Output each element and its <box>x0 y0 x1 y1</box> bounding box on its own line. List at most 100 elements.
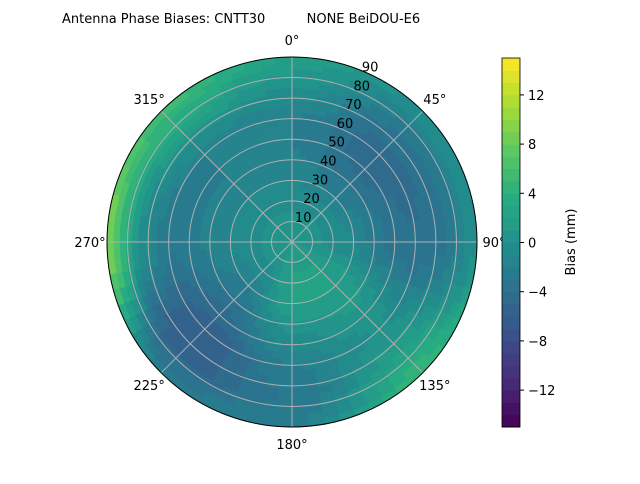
heatmap-cell <box>217 235 225 243</box>
heatmap-cell <box>291 112 304 120</box>
heatmap-cell <box>281 346 293 354</box>
heatmap-cell <box>199 233 207 243</box>
heatmap-cell <box>426 229 435 243</box>
heatmap-cell <box>112 241 121 258</box>
heatmap-cell <box>291 136 302 145</box>
heatmap-cell <box>291 56 309 65</box>
colorbar-level <box>502 156 520 170</box>
heatmap-cell <box>149 241 158 255</box>
colorbar-tick-label: −8 <box>528 335 547 350</box>
colorbar-level <box>502 254 520 268</box>
heatmap-cell <box>162 230 170 243</box>
heatmap-cell <box>291 284 297 292</box>
heatmap-cell <box>168 230 176 243</box>
heatmap-cell <box>402 231 410 243</box>
heatmap-cell <box>276 69 293 77</box>
heatmap-cell <box>334 237 342 243</box>
heatmap-cell <box>278 167 287 176</box>
heatmap-cell <box>284 161 293 169</box>
heatmap-cell <box>186 241 195 252</box>
colorbar-tick-label: −4 <box>528 286 547 301</box>
heatmap-cell <box>143 228 152 243</box>
colorbar-label: Bias (mm) <box>564 209 579 276</box>
heatmap-cell <box>445 227 453 243</box>
heatmap-cell <box>275 56 293 65</box>
heatmap-cell <box>285 167 293 175</box>
heatmap-cell <box>439 228 447 243</box>
heatmap-cell <box>383 241 391 251</box>
heatmap-cell <box>286 180 293 188</box>
colorbar-level <box>502 377 520 391</box>
colorbar <box>501 57 521 428</box>
heatmap-cell <box>287 198 293 206</box>
heatmap-cell <box>420 241 428 255</box>
colorbar-level <box>502 168 520 182</box>
heatmap-cell <box>205 241 213 250</box>
colorbar-level <box>502 279 520 293</box>
angle-gridline <box>291 110 424 243</box>
heatmap-cell <box>383 233 391 243</box>
heatmap-cell <box>346 241 354 248</box>
heatmap-cell <box>402 241 410 253</box>
heatmap-cell <box>328 237 336 243</box>
heatmap-cell <box>276 62 293 71</box>
heatmap-cell <box>291 389 306 397</box>
heatmap-cell <box>377 233 385 243</box>
heatmap-cell <box>248 241 256 247</box>
heatmap-cell <box>283 143 293 151</box>
radial-tick-label: 20 <box>303 192 320 207</box>
colorbar-level <box>502 119 520 133</box>
radial-tick-label: 60 <box>337 117 354 132</box>
colorbar-level <box>502 316 520 330</box>
heatmap-cell <box>291 296 298 304</box>
heatmap-cell <box>236 245 244 252</box>
polar-frame <box>106 56 478 428</box>
heatmap-cell <box>463 241 472 258</box>
heatmap-cell <box>283 149 293 157</box>
heatmap-cell <box>125 241 133 257</box>
heatmap-cell <box>291 62 308 71</box>
heatmap-cell <box>230 236 238 243</box>
colorbar-level <box>502 267 520 280</box>
heatmap-cell <box>340 232 348 239</box>
heatmap-cell <box>469 241 478 259</box>
heatmap-cell <box>291 93 306 102</box>
angle-tick-label: 270° <box>74 236 105 251</box>
heatmap-cell <box>291 161 300 169</box>
angle-tick-labels: 0° 45° 90° 135° 180° 225° 270° 315° <box>74 34 505 453</box>
heatmap-cell <box>193 233 201 243</box>
radial-tick-label: 50 <box>328 136 345 151</box>
heatmap-cell <box>286 296 293 304</box>
heatmap-cell <box>389 241 398 252</box>
heatmap-cell <box>280 118 293 126</box>
heatmap-cell <box>396 231 404 243</box>
heatmap-cell <box>282 339 293 348</box>
heatmap-cell <box>291 99 305 108</box>
angle-tick-label: 180° <box>276 438 307 453</box>
heatmap-cell <box>242 241 250 247</box>
heatmap-cell <box>119 226 127 243</box>
heatmap-cell <box>285 173 293 181</box>
heatmap-cell <box>280 112 293 120</box>
heatmap-cell <box>281 352 293 360</box>
heatmap-cell <box>119 241 127 258</box>
heatmap-cell <box>414 230 422 243</box>
heatmap-cell <box>291 413 308 422</box>
angle-tick-label: 135° <box>419 379 450 394</box>
heatmap-cell <box>291 376 305 385</box>
colorbar-level <box>502 181 520 194</box>
heatmap-cell <box>281 124 293 132</box>
heatmap-cell <box>451 227 459 243</box>
heatmap-cell <box>277 81 293 89</box>
colorbar-level <box>502 94 520 108</box>
radial-tick-label: 10 <box>295 211 312 226</box>
colorbar-level <box>502 291 520 305</box>
colorbar-level <box>502 205 520 219</box>
heatmap-cell <box>451 241 459 257</box>
heatmap-cell <box>276 407 293 415</box>
heatmap-cell <box>291 309 299 317</box>
heatmap-cell <box>284 321 293 329</box>
colorbar-level <box>502 230 520 243</box>
colorbar-tick-label: 8 <box>528 138 536 153</box>
colorbar-tick-label: 4 <box>528 187 536 202</box>
